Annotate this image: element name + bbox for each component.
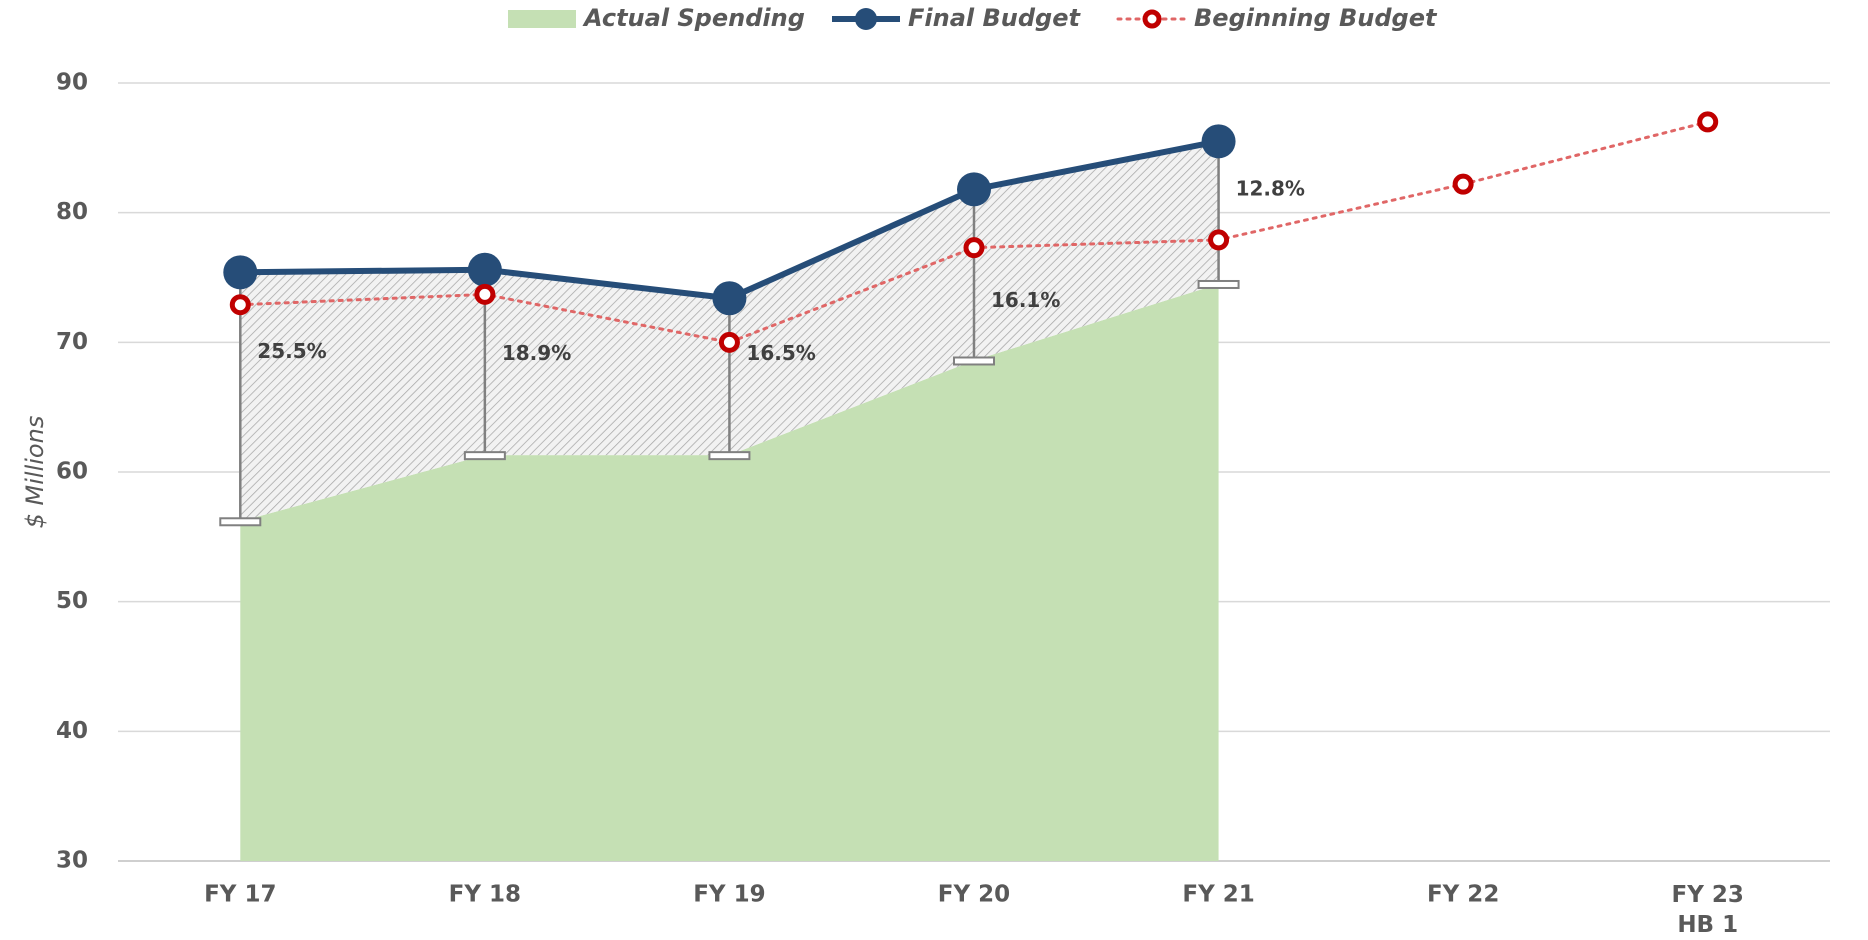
marker	[718, 331, 740, 353]
error-cap	[219, 517, 262, 527]
legend-swatch	[855, 8, 877, 30]
error-cap	[953, 356, 995, 366]
marker	[1697, 111, 1719, 133]
legend-label: Actual Spending	[582, 4, 805, 32]
x-tick-label: FY 17	[204, 882, 276, 908]
marker	[1452, 173, 1474, 195]
legend-label: Beginning Budget	[1194, 4, 1438, 32]
annotation: 12.8%	[1236, 176, 1305, 200]
x-tick-label: FY 20	[938, 882, 1010, 908]
marker	[712, 281, 747, 316]
y-tick-label: 50	[56, 588, 88, 614]
annotation: 18.9%	[502, 341, 571, 365]
error-cap	[1197, 279, 1240, 289]
y-tick-label: 80	[56, 199, 88, 225]
x-tick-label: FY 22	[1427, 882, 1499, 908]
x-tick-label: FY 18	[449, 882, 521, 908]
marker	[223, 255, 258, 290]
marker	[474, 283, 496, 305]
annotation: 16.1%	[991, 288, 1060, 312]
marker	[963, 237, 985, 259]
area	[240, 283, 1219, 861]
x-tick-label: FY 23 HB 1	[1672, 882, 1744, 938]
marker	[229, 294, 251, 316]
error-cap	[463, 451, 506, 461]
marker	[1208, 229, 1230, 251]
y-tick-label: 90	[56, 70, 88, 96]
y-tick-label: 40	[56, 718, 88, 744]
legend-swatch	[1142, 9, 1162, 29]
y-axis-label: $ Millions	[21, 416, 49, 529]
annotation: 25.5%	[257, 339, 326, 363]
y-tick-label: 60	[56, 459, 88, 485]
marker	[467, 252, 502, 287]
x-tick-label: FY 21	[1182, 882, 1254, 908]
marker	[1201, 124, 1236, 159]
annotation: 16.5%	[746, 341, 815, 365]
marker	[957, 172, 991, 207]
legend-swatch	[508, 10, 576, 28]
y-tick-label: 70	[56, 329, 88, 355]
y-tick-label: 30	[56, 848, 88, 874]
x-tick-label: FY 19	[693, 882, 765, 908]
legend-label: Final Budget	[908, 4, 1082, 32]
error-cap	[708, 451, 751, 461]
